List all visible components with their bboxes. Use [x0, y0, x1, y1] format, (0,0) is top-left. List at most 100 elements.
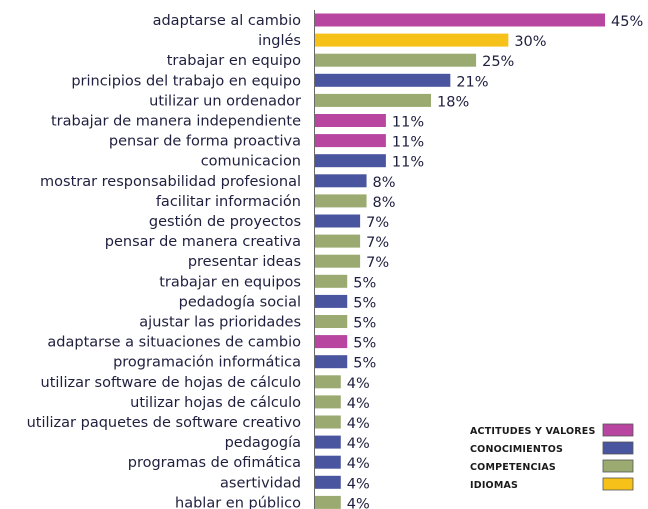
category-label: pedadogía social [179, 294, 301, 310]
value-label: 11% [392, 155, 424, 171]
chart-row: asertividad 4% [220, 475, 370, 492]
category-label: trabajar en equipos [159, 274, 301, 290]
legend-item: IDIOMAS [470, 477, 634, 491]
category-label: gestión de proyectos [149, 214, 301, 230]
value-label: 4% [347, 496, 370, 509]
bar [315, 455, 341, 469]
category-label: utilizar un ordenador [149, 93, 301, 109]
bar [315, 355, 348, 369]
value-label: 5% [353, 295, 376, 311]
category-label: hablar en público [175, 495, 301, 509]
value-label: 25% [482, 54, 514, 70]
legend-swatch [602, 441, 634, 455]
chart-row: trabajar en equipo 25% [167, 53, 515, 70]
category-label: utilizar paquetes de software creativo [27, 415, 302, 431]
chart-row: pensar de manera creativa 7% [105, 234, 389, 251]
bar [315, 375, 341, 389]
chart-row: utilizar un ordenador 18% [149, 93, 469, 110]
category-label: trabajar en equipo [167, 53, 301, 69]
bar [315, 234, 361, 248]
chart-row: ajustar las prioridades 5% [139, 315, 376, 332]
legend: ACTITUDES Y VALORES CONOCIMIENTOS COMPETEN… [470, 423, 634, 491]
chart-row: comunicacion 11% [201, 154, 424, 171]
value-label: 45% [611, 14, 643, 30]
category-label: mostrar responsabilidad profesional [40, 174, 301, 190]
bar [315, 475, 341, 489]
legend-label: IDIOMAS [470, 480, 518, 491]
value-label: 4% [347, 376, 370, 392]
chart-row: adaptarse a situaciones de cambio 5% [47, 335, 376, 352]
value-label: 7% [366, 235, 389, 251]
bar [315, 114, 386, 127]
bar [315, 134, 386, 148]
value-label: 5% [353, 275, 376, 291]
bar [315, 154, 386, 168]
chart-row: presentar ideas 7% [188, 254, 389, 271]
bar [315, 294, 348, 308]
bar [315, 194, 367, 208]
legend-item: CONOCIMIENTOS [470, 441, 634, 455]
category-label: utilizar software de hojas de cálculo [41, 375, 302, 391]
category-label: pedagogía [225, 435, 301, 451]
category-label: programas de ofimática [128, 455, 301, 471]
chart-row: utilizar software de hojas de cálculo 4% [41, 375, 370, 392]
value-label: 5% [353, 336, 376, 352]
bar [315, 33, 509, 47]
chart-row: principios del trabajo en equipo 21% [71, 73, 488, 90]
category-label: principios del trabajo en equipo [71, 73, 301, 89]
chart-row: pensar de forma proactiva 11% [109, 134, 424, 151]
legend-swatch [602, 477, 634, 491]
chart-row: trabajar en equipos 5% [159, 274, 376, 291]
bar [315, 174, 367, 188]
value-label: 7% [366, 215, 389, 231]
bar [315, 335, 348, 349]
category-label: ajustar las prioridades [139, 315, 301, 331]
category-label: pensar de manera creativa [105, 234, 301, 250]
legend-label: CONOCIMIENTOS [470, 444, 563, 455]
value-label: 4% [347, 416, 370, 432]
legend-swatch [602, 423, 634, 437]
chart-row: utilizar paquetes de software creativo 4% [27, 415, 370, 432]
value-label: 4% [347, 476, 370, 492]
chart-row: hablar en público 4% [175, 495, 370, 509]
category-label: facilitar información [156, 194, 301, 210]
value-label: 5% [353, 316, 376, 332]
value-label: 18% [437, 94, 469, 110]
legend-item: ACTITUDES Y VALORES [470, 423, 634, 437]
bar [315, 13, 605, 27]
category-label: pensar de forma proactiva [109, 134, 301, 150]
chart-row: pedadogía social 5% [179, 294, 377, 311]
category-label: presentar ideas [188, 254, 301, 270]
chart-row: gestión de proyectos 7% [149, 214, 389, 231]
bar [315, 254, 361, 268]
value-label: 11% [392, 135, 424, 151]
bar [315, 315, 348, 328]
chart-row: programas de ofimática 4% [128, 455, 370, 472]
category-label: adaptarse a situaciones de cambio [47, 335, 301, 351]
value-label: 5% [353, 356, 376, 372]
chart-rows: adaptarse al cambio 45% inglés 30% trabajar … [27, 13, 644, 509]
value-label: 4% [347, 456, 370, 472]
bar [315, 53, 477, 67]
bar [315, 495, 341, 509]
chart-row: mostrar responsabilidad profesional 8% [40, 174, 396, 191]
bar [315, 415, 341, 429]
value-label: 30% [514, 34, 546, 50]
value-label: 4% [347, 436, 370, 452]
category-label: trabajar de manera independiente [51, 114, 301, 130]
chart-row: pedagogía 4% [225, 435, 370, 452]
bar [315, 395, 341, 409]
bar [315, 214, 361, 228]
legend-item: COMPETENCIAS [470, 459, 634, 473]
category-label: comunicacion [201, 154, 301, 170]
chart-row: adaptarse al cambio 45% [153, 13, 644, 30]
category-label: inglés [258, 33, 301, 49]
value-label: 4% [347, 396, 370, 412]
category-label: programación informática [113, 355, 301, 371]
category-label: asertividad [220, 475, 301, 491]
category-label: adaptarse al cambio [153, 13, 302, 29]
chart-row: facilitar información 8% [156, 194, 396, 211]
chart-row: utilizar hojas de cálculo 4% [130, 395, 370, 412]
bar [315, 93, 431, 107]
